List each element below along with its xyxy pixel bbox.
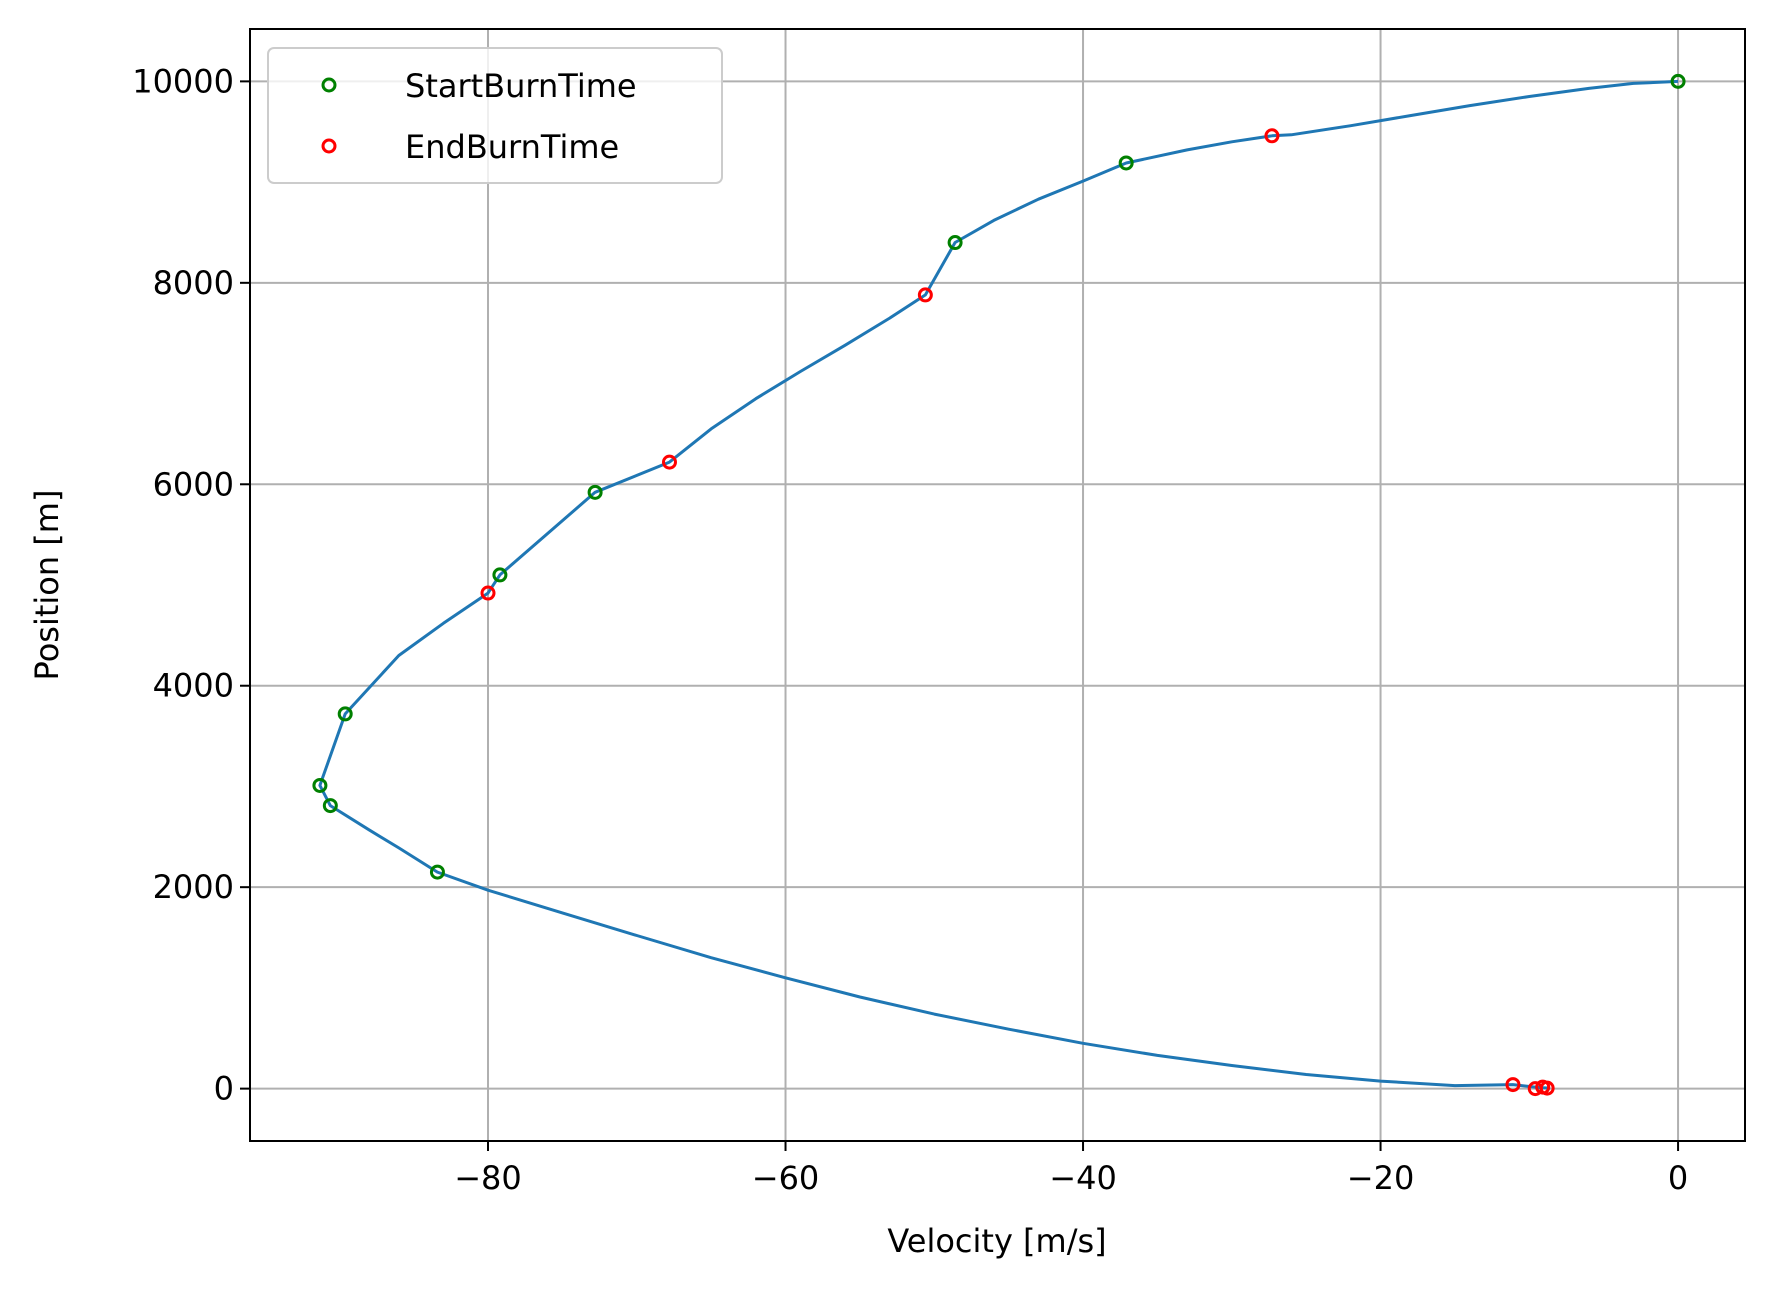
y-axis-ticks: 0 2000 4000 6000 8000 10000	[132, 62, 250, 1108]
trajectory-line	[318, 79, 1679, 1090]
x-tick-label: −60	[752, 1159, 820, 1197]
end-burn-point	[1505, 1077, 1521, 1093]
y-tick-label: 0	[214, 1070, 234, 1108]
y-tick-label: 4000	[153, 667, 234, 705]
plot-frame	[249, 28, 1746, 1142]
start-burn-point	[1670, 73, 1686, 89]
start-burn-point	[1118, 155, 1134, 171]
start-burn-point	[492, 567, 508, 583]
legend-end-label: EndBurnTime	[405, 128, 619, 166]
end-burn-point	[1539, 1080, 1555, 1096]
start-burn-point	[947, 235, 963, 251]
start-burn-point	[587, 484, 603, 500]
x-tick-label: −80	[454, 1159, 522, 1197]
start-burn-point	[337, 706, 353, 722]
end-burn-point	[480, 585, 496, 601]
legend-end-marker	[321, 138, 337, 154]
legend-box	[267, 47, 723, 184]
legend-start-marker	[321, 77, 337, 93]
start-burn-markers	[312, 73, 1686, 880]
end-burn-point	[661, 454, 677, 470]
y-axis-label: Position [m]	[28, 490, 66, 681]
legend: StartBurnTime EndBurnTime	[267, 47, 723, 184]
trajectory-line-layer	[318, 79, 1679, 1090]
start-burn-point	[322, 798, 338, 814]
y-tick-label: 6000	[153, 465, 234, 503]
y-tick-label: 2000	[153, 868, 234, 906]
legend-start-label: StartBurnTime	[405, 67, 637, 105]
end-burn-point	[917, 287, 933, 303]
start-burn-point	[312, 777, 328, 793]
x-tick-label: −20	[1347, 1159, 1415, 1197]
x-tick-label: −40	[1049, 1159, 1117, 1197]
x-axis-ticks: −80 −60 −40 −20 0	[454, 1141, 1688, 1197]
x-axis-label: Velocity [m/s]	[887, 1222, 1106, 1260]
start-burn-point	[429, 864, 445, 880]
end-burn-markers	[480, 128, 1555, 1097]
y-tick-label: 8000	[153, 264, 234, 302]
y-tick-label: 10000	[132, 62, 234, 100]
x-tick-label: 0	[1668, 1159, 1688, 1197]
end-burn-point	[1264, 128, 1280, 144]
